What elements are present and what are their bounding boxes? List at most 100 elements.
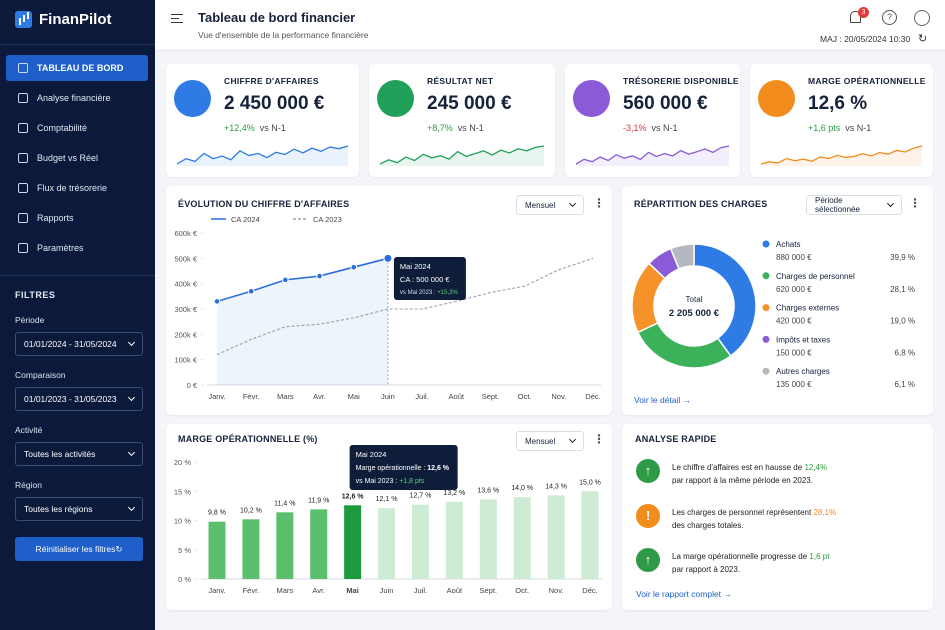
legend-share: 39,9 % <box>890 253 915 262</box>
more-menu[interactable]: ⋮ <box>909 196 921 210</box>
legend-label: Impôts et taxes <box>776 335 830 344</box>
sparkline <box>575 145 730 166</box>
revenue-chart: 0 € 100k € 200k € 300k € 400k € 500k € 600k € J… <box>174 215 601 401</box>
help-icon[interactable]: ? <box>882 10 897 25</box>
y-tick-label: 600k € <box>174 229 197 238</box>
nav-icon <box>18 243 28 253</box>
x-tick-label: Mai <box>348 392 360 401</box>
page-subtitle: Vue d'ensemble de la performance financi… <box>198 30 369 40</box>
filter-value: Toutes les régions <box>24 504 93 514</box>
kpi-label: RÉSULTAT NET <box>427 76 494 86</box>
kpi-card: RÉSULTAT NET 245 000 € +8,7% vs N-1 <box>369 64 555 177</box>
kpi-value: 2 450 000 € <box>224 93 325 114</box>
avatar[interactable] <box>914 10 930 26</box>
filter-select[interactable]: Toutes les régions <box>15 497 143 521</box>
period-select[interactable]: Mensuel <box>516 431 584 451</box>
filter-label: Activité <box>15 425 43 435</box>
nav-item[interactable]: TABLEAU DE BORD <box>6 55 148 81</box>
filter-value: 01/01/2023 - 31/05/2023 <box>24 394 117 404</box>
separator <box>0 44 155 45</box>
bar <box>276 512 294 579</box>
period-label: Mensuel <box>525 200 556 210</box>
nav-item[interactable]: Comptabilité <box>6 115 148 141</box>
tooltip-compare: vs Mai 2023 : <box>400 290 437 296</box>
y-tick-label: 400k € <box>174 280 197 289</box>
y-tick-label: 0 % <box>178 575 191 584</box>
insight-icon: ! <box>636 503 660 528</box>
report-link[interactable]: Voir le rapport complet → <box>636 589 732 599</box>
legend-share: 28,1 % <box>890 285 915 294</box>
sidebar: FinanPilot FILTRES Réinitialiser les fil… <box>0 0 155 630</box>
nav-item[interactable]: Rapports <box>6 205 148 231</box>
kpi-change-value: +1,6 pts <box>808 123 841 133</box>
x-tick-label: Mars <box>276 586 293 595</box>
kpi-compare: vs N-1 <box>259 123 286 133</box>
x-tick-label: Juin <box>380 586 394 595</box>
value-label: 14,3 % <box>545 483 567 490</box>
nav-icon <box>18 153 28 163</box>
legend-label: Charges de personnel <box>776 272 855 281</box>
insight-lead: Le chiffre d'affaires est en hausse de <box>672 463 805 472</box>
brand-name: FinanPilot <box>39 11 112 28</box>
legend-value: 150 000 € <box>776 348 812 357</box>
insight-text: Les charges de personnel représentent 28… <box>672 506 836 532</box>
x-tick-label: Nov. <box>549 586 564 595</box>
detail-link[interactable]: Voir le détail → <box>634 395 692 405</box>
tooltip-value: 12,6 % <box>427 465 450 472</box>
legend-label: Achats <box>776 240 800 249</box>
kpi-icon <box>758 80 795 117</box>
filter-value: Toutes les activités <box>24 449 96 459</box>
y-tick-label: 200k € <box>174 330 197 339</box>
kpi-change: +12,4% vs N-1 <box>224 123 286 133</box>
legend-dot <box>762 272 770 280</box>
legend-dot <box>762 335 770 343</box>
filter-label: Période <box>15 315 45 325</box>
legend-label: CA 2023 <box>313 215 342 224</box>
insight-lead: La marge opérationnelle progresse de <box>672 552 810 561</box>
spark-line <box>760 145 923 165</box>
x-tick-label: Août <box>447 586 463 595</box>
kpi-change-value: +12,4% <box>224 123 255 133</box>
more-menu[interactable]: ⋮ <box>593 432 605 446</box>
legend-value: 880 000 € <box>776 253 812 262</box>
spark-line <box>379 145 545 165</box>
x-tick-label: Déc. <box>582 586 597 595</box>
filter-select[interactable]: 01/01/2024 - 31/05/2024 <box>15 332 143 356</box>
nav-item[interactable]: Flux de trésorerie <box>6 175 148 201</box>
nav-icon <box>18 213 28 223</box>
nav-item[interactable]: Budget vs Réel <box>6 145 148 171</box>
kpi-change: -3,1% vs N-1 <box>623 123 678 133</box>
separator <box>0 275 155 276</box>
legend-label: Charges externes <box>776 304 839 313</box>
filter-select[interactable]: 01/01/2023 - 31/05/2023 <box>15 387 143 411</box>
nav-icon <box>18 63 28 73</box>
nav-item[interactable]: Analyse financière <box>6 85 148 111</box>
period-select[interactable]: Mensuel <box>516 195 584 215</box>
filter-value: 01/01/2024 - 31/05/2024 <box>24 339 117 349</box>
value-label: 14,0 % <box>511 485 533 492</box>
x-tick-label: Janv. <box>208 586 225 595</box>
reset-button[interactable]: Réinitialiser les filtres↻ <box>15 537 143 561</box>
more-menu[interactable]: ⋮ <box>593 196 605 210</box>
bar <box>344 505 362 579</box>
link-text: Voir le détail <box>634 395 681 405</box>
reset-label: Réinitialiser les filtres↻ <box>35 543 123 554</box>
period-select[interactable]: Période sélectionnée <box>806 195 902 215</box>
refresh-icon[interactable]: ↻ <box>918 33 928 45</box>
kpi-label: CHIFFRE D'AFFAIRES <box>224 76 319 86</box>
nav-label: Budget vs Réel <box>37 153 99 163</box>
menu-icon[interactable] <box>171 14 183 23</box>
nav-label: Flux de trésorerie <box>37 183 108 193</box>
expenses-chart: Achats 880 000 € 39,9 % Charges de personne… <box>631 240 915 389</box>
card-title: RÉPARTITION DES CHARGES <box>634 199 768 209</box>
nav-item[interactable]: Paramètres <box>6 235 148 261</box>
kpi-compare: vs N-1 <box>457 123 484 133</box>
point <box>350 263 358 271</box>
brand[interactable]: FinanPilot <box>15 11 112 28</box>
filter-select[interactable]: Toutes les activités <box>15 442 143 466</box>
x-tick-label: Mars <box>277 392 294 401</box>
kpi-compare: vs N-1 <box>651 123 678 133</box>
bar <box>479 499 497 579</box>
x-tick-label: Oct. <box>515 586 529 595</box>
